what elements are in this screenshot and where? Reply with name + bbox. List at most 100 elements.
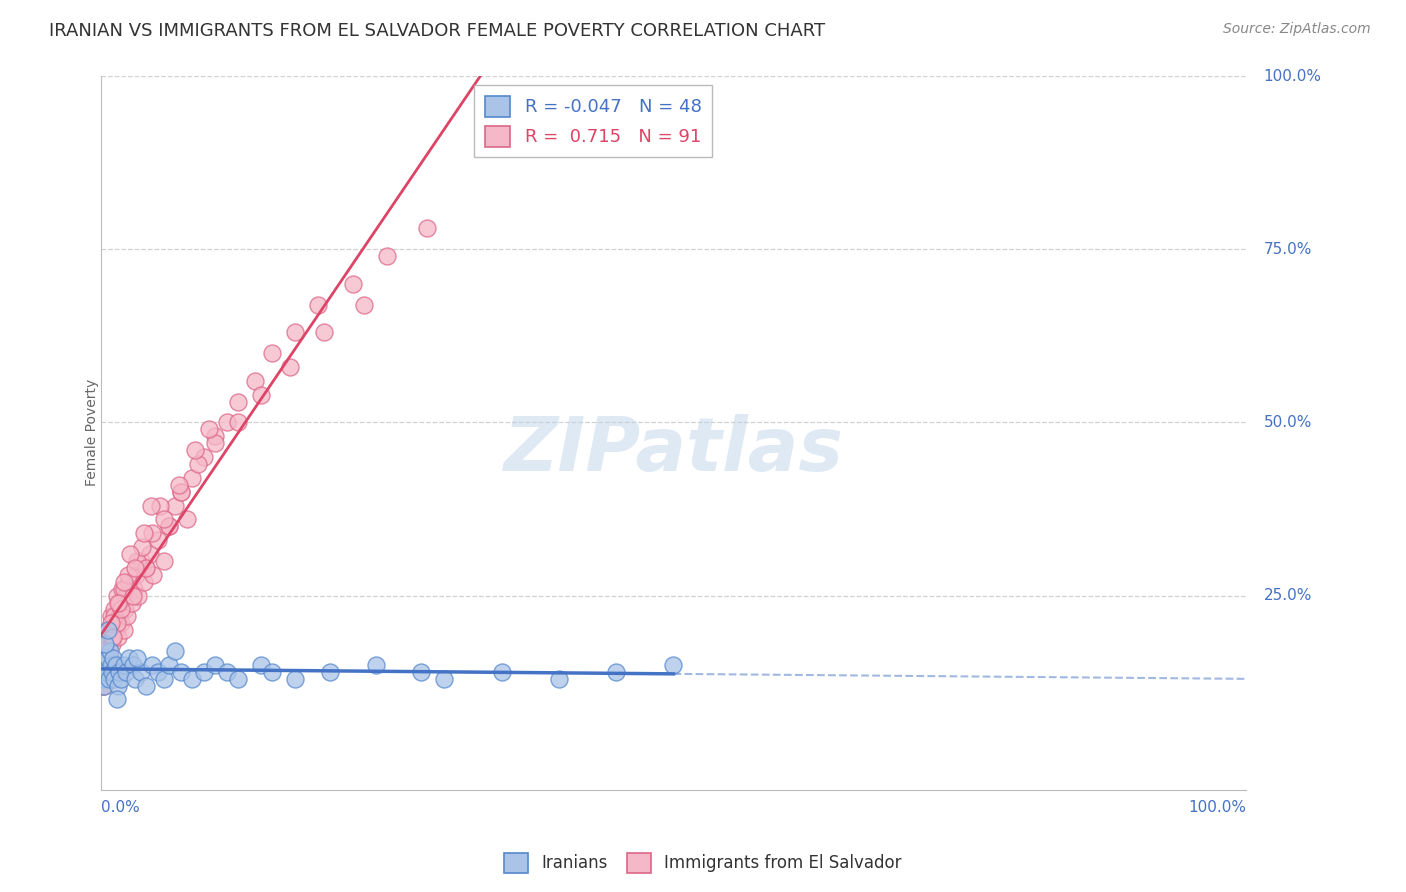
Point — [135, 561, 157, 575]
Point — [112, 582, 135, 596]
Point — [170, 484, 193, 499]
Point — [284, 672, 307, 686]
Point — [111, 582, 134, 596]
Point — [101, 630, 124, 644]
Point — [129, 554, 152, 568]
Point — [157, 519, 180, 533]
Point — [411, 665, 433, 679]
Point — [245, 374, 267, 388]
Point — [139, 547, 162, 561]
Point — [104, 657, 127, 672]
Point — [108, 595, 131, 609]
Point — [198, 422, 221, 436]
Point — [127, 651, 149, 665]
Point — [117, 567, 139, 582]
Point — [215, 416, 238, 430]
Point — [96, 651, 118, 665]
Point — [94, 644, 117, 658]
Text: Source: ZipAtlas.com: Source: ZipAtlas.com — [1223, 22, 1371, 37]
Point — [204, 657, 226, 672]
Point — [193, 450, 215, 464]
Point — [105, 589, 128, 603]
Text: IRANIAN VS IMMIGRANTS FROM EL SALVADOR FEMALE POVERTY CORRELATION CHART: IRANIAN VS IMMIGRANTS FROM EL SALVADOR F… — [49, 22, 825, 40]
Point — [108, 595, 131, 609]
Point — [307, 298, 329, 312]
Point — [122, 582, 145, 596]
Point — [548, 672, 571, 686]
Point — [152, 554, 174, 568]
Point — [103, 602, 125, 616]
Point — [100, 657, 122, 672]
Point — [134, 574, 156, 589]
Point — [157, 519, 180, 533]
Point — [170, 665, 193, 679]
Point — [91, 672, 114, 686]
Point — [105, 616, 128, 631]
Point — [605, 665, 627, 679]
Point — [107, 679, 129, 693]
Point — [103, 609, 125, 624]
Point — [342, 277, 364, 291]
Point — [110, 672, 132, 686]
Point — [93, 637, 115, 651]
Point — [433, 672, 456, 686]
Text: 100.0%: 100.0% — [1264, 69, 1322, 84]
Point — [101, 637, 124, 651]
Point — [127, 554, 149, 568]
Point — [250, 657, 273, 672]
Point — [96, 624, 118, 638]
Point — [284, 326, 307, 340]
Point — [146, 533, 169, 548]
Point — [139, 499, 162, 513]
Point — [105, 692, 128, 706]
Point — [146, 665, 169, 679]
Point — [167, 477, 190, 491]
Point — [187, 457, 209, 471]
Point — [149, 499, 172, 513]
Point — [112, 624, 135, 638]
Point — [226, 394, 249, 409]
Point — [124, 672, 146, 686]
Legend: Iranians, Immigrants from El Salvador: Iranians, Immigrants from El Salvador — [498, 847, 908, 880]
Point — [193, 665, 215, 679]
Point — [115, 589, 138, 603]
Point — [262, 665, 284, 679]
Point — [96, 624, 118, 638]
Point — [125, 567, 148, 582]
Point — [152, 672, 174, 686]
Point — [96, 651, 118, 665]
Point — [108, 609, 131, 624]
Point — [129, 665, 152, 679]
Point — [250, 387, 273, 401]
Point — [91, 665, 114, 679]
Point — [118, 651, 141, 665]
Text: 50.0%: 50.0% — [1264, 415, 1312, 430]
Point — [114, 602, 136, 616]
Text: 0.0%: 0.0% — [101, 800, 139, 815]
Text: 75.0%: 75.0% — [1264, 242, 1312, 257]
Point — [110, 602, 132, 616]
Point — [98, 644, 121, 658]
Point — [97, 672, 120, 686]
Point — [226, 672, 249, 686]
Point — [100, 609, 122, 624]
Point — [107, 630, 129, 644]
Point — [204, 429, 226, 443]
Point — [103, 630, 125, 644]
Point — [165, 499, 187, 513]
Point — [278, 359, 301, 374]
Point — [121, 595, 143, 609]
Point — [165, 644, 187, 658]
Point — [104, 624, 127, 638]
Point — [135, 561, 157, 575]
Point — [204, 436, 226, 450]
Point — [115, 609, 138, 624]
Point — [121, 589, 143, 603]
Point — [103, 672, 125, 686]
Point — [91, 657, 114, 672]
Text: ZIPatlas: ZIPatlas — [503, 414, 844, 487]
Point — [94, 657, 117, 672]
Point — [93, 679, 115, 693]
Point — [375, 249, 398, 263]
Point — [124, 561, 146, 575]
